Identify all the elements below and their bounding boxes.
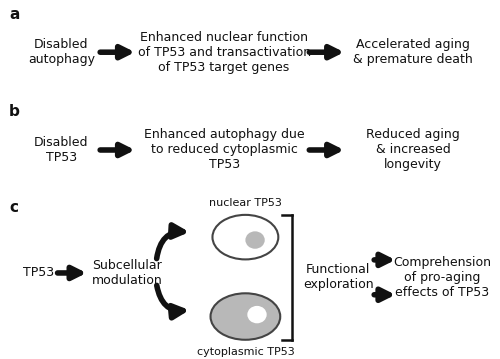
Text: Enhanced autophagy due
to reduced cytoplasmic
TP53: Enhanced autophagy due to reduced cytopl…: [144, 129, 304, 172]
Ellipse shape: [210, 293, 280, 340]
Text: c: c: [9, 200, 18, 215]
Text: cytoplasmic TP53: cytoplasmic TP53: [196, 346, 294, 356]
Text: Comprehension
of pro-aging
effects of TP53: Comprehension of pro-aging effects of TP…: [393, 256, 491, 299]
Text: TP53: TP53: [22, 266, 54, 279]
Text: Disabled
TP53: Disabled TP53: [34, 136, 88, 164]
Ellipse shape: [212, 215, 278, 260]
Text: Reduced aging
& increased
longevity: Reduced aging & increased longevity: [366, 129, 460, 172]
Ellipse shape: [246, 231, 265, 249]
Text: Functional
exploration: Functional exploration: [303, 263, 374, 291]
Text: a: a: [9, 7, 20, 22]
Ellipse shape: [248, 306, 266, 323]
Text: b: b: [9, 103, 20, 118]
Text: nuclear TP53: nuclear TP53: [209, 198, 282, 208]
Text: Enhanced nuclear function
of TP53 and transactivation
of TP53 target genes: Enhanced nuclear function of TP53 and tr…: [138, 31, 310, 74]
Text: Accelerated aging
& premature death: Accelerated aging & premature death: [353, 38, 473, 66]
Text: Disabled
autophagy: Disabled autophagy: [28, 38, 95, 66]
Text: Subcellular
modulation: Subcellular modulation: [92, 259, 162, 287]
